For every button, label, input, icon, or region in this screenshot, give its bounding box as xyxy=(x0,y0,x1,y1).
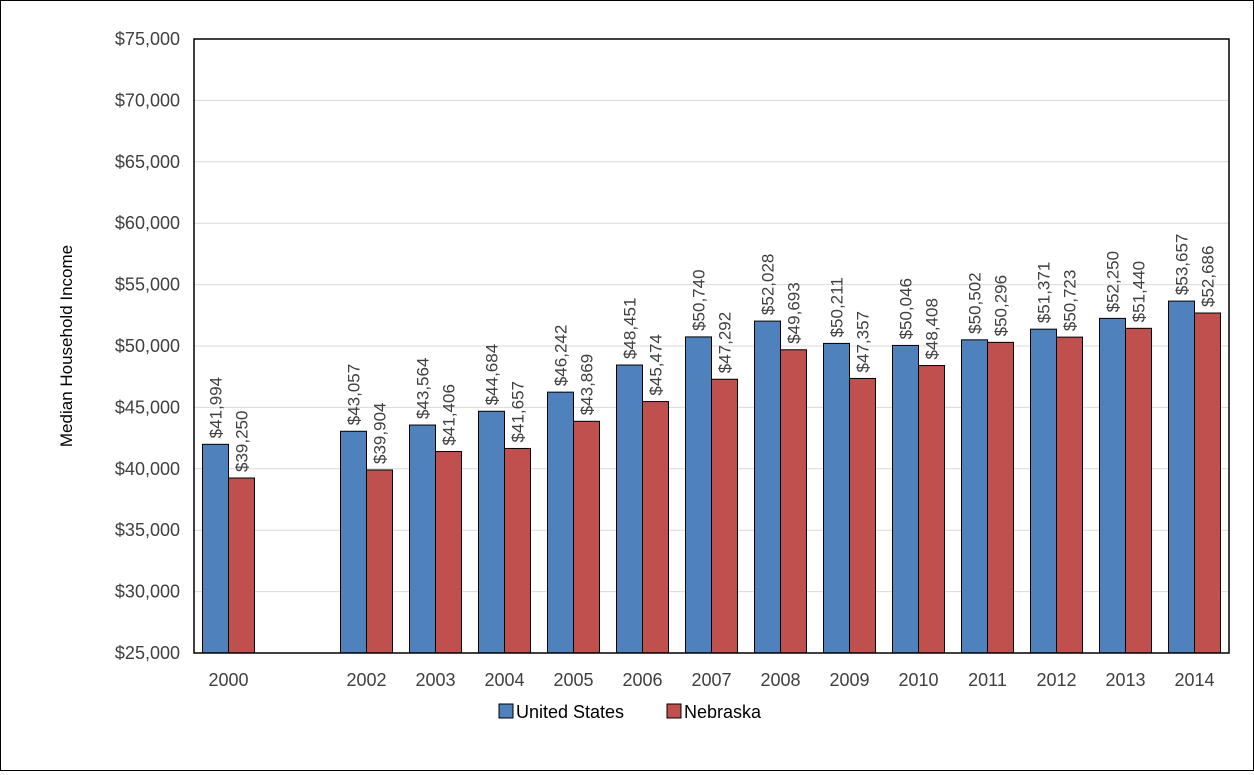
nebraska-data-label: $41,657 xyxy=(509,381,528,442)
y-tick-label: $75,000 xyxy=(115,29,180,49)
data-labels: $41,994 $39,250 $43,057 $39,904 $43,564 $41,4… xyxy=(207,234,1218,472)
nebraska-data-label: $41,406 xyxy=(440,384,459,445)
y-tick-label: $40,000 xyxy=(115,459,180,479)
nebraska-bar xyxy=(1125,327,1152,654)
nebraska-data-label: $45,474 xyxy=(647,334,666,395)
us-bar xyxy=(616,364,643,654)
x-tick-label: 2004 xyxy=(484,670,524,690)
us-bar xyxy=(685,336,712,654)
y-tick-label: $60,000 xyxy=(115,213,180,233)
nebraska-data-label: $51,440 xyxy=(1130,261,1149,322)
us-bar xyxy=(754,320,781,654)
us-data-label: $46,242 xyxy=(552,325,571,386)
x-tick-label: 2006 xyxy=(622,670,662,690)
us-data-label: $50,046 xyxy=(897,278,916,339)
us-bar xyxy=(1030,328,1057,654)
y-tick-label: $45,000 xyxy=(115,397,180,417)
nebraska-data-label: $48,408 xyxy=(923,298,942,359)
nebraska-data-label: $49,693 xyxy=(785,282,804,343)
y-tick-label: $30,000 xyxy=(115,582,180,602)
nebraska-bar xyxy=(573,420,600,654)
x-axis-ticks: 2000 2002 2003 2004 2005 2006 2007 2008 2009 2010… xyxy=(208,670,1214,690)
us-data-label: $50,740 xyxy=(690,269,709,330)
x-tick-label: 2009 xyxy=(829,670,869,690)
us-data-label: $51,371 xyxy=(1035,262,1054,323)
y-tick-label: $55,000 xyxy=(115,275,180,295)
x-tick-label: 2008 xyxy=(760,670,800,690)
y-tick-label: $65,000 xyxy=(115,152,180,172)
legend-swatch-nebraska xyxy=(666,703,682,719)
x-tick-label: 2005 xyxy=(553,670,593,690)
us-bar xyxy=(340,430,367,654)
us-bar xyxy=(1099,317,1126,654)
y-tick-label: $70,000 xyxy=(115,90,180,110)
us-data-label: $43,057 xyxy=(345,364,364,425)
nebraska-bar xyxy=(780,349,807,654)
nebraska-bar xyxy=(228,477,255,654)
x-tick-label: 2003 xyxy=(415,670,455,690)
us-bar xyxy=(1168,300,1195,654)
us-data-label: $52,028 xyxy=(759,254,778,315)
nebraska-bar xyxy=(918,365,945,654)
nebraska-bar xyxy=(366,469,393,654)
nebraska-bar xyxy=(849,377,876,654)
us-bar xyxy=(202,443,229,654)
us-bar xyxy=(892,344,919,654)
us-bar xyxy=(823,342,850,654)
y-tick-label: $25,000 xyxy=(115,643,180,663)
x-tick-label: 2000 xyxy=(208,670,248,690)
x-tick-label: 2013 xyxy=(1105,670,1145,690)
x-tick-label: 2002 xyxy=(346,670,386,690)
nebraska-bar xyxy=(504,447,531,654)
us-data-label: $43,564 xyxy=(414,358,433,419)
us-data-label: $41,994 xyxy=(207,377,226,438)
y-tick-label: $50,000 xyxy=(115,336,180,356)
legend-label-united-states: United States xyxy=(516,702,624,722)
plot-area-border xyxy=(193,38,1230,654)
x-tick-label: 2010 xyxy=(898,670,938,690)
legend-swatch-united-states xyxy=(498,703,514,719)
us-data-label: $50,211 xyxy=(828,277,847,337)
y-axis-title: Median Household Income xyxy=(57,245,76,447)
nebraska-data-label: $39,250 xyxy=(233,411,252,472)
us-bar xyxy=(961,339,988,654)
us-bar xyxy=(547,391,574,654)
us-data-label: $48,451 xyxy=(621,298,640,359)
nebraska-bar xyxy=(987,341,1014,654)
us-data-label: $53,657 xyxy=(1173,234,1192,295)
nebraska-bar xyxy=(711,378,738,654)
us-data-label: $50,502 xyxy=(966,272,985,333)
legend: United States Nebraska xyxy=(498,702,762,722)
us-data-label: $44,684 xyxy=(483,344,502,405)
nebraska-data-label: $47,292 xyxy=(716,312,735,373)
nebraska-bar xyxy=(642,401,669,654)
x-tick-label: 2011 xyxy=(968,670,1007,690)
x-tick-label: 2012 xyxy=(1036,670,1076,690)
x-tick-label: 2007 xyxy=(691,670,731,690)
x-tick-label: 2014 xyxy=(1174,670,1214,690)
us-bar xyxy=(478,410,505,654)
us-bar xyxy=(409,424,436,654)
nebraska-data-label: $47,357 xyxy=(854,311,873,372)
us-data-label: $52,250 xyxy=(1104,251,1123,312)
nebraska-data-label: $39,904 xyxy=(371,403,390,464)
y-axis-ticks: $25,000 $30,000 $35,000 $40,000 $45,000 $50,0… xyxy=(115,29,180,663)
nebraska-bar xyxy=(1194,312,1221,654)
y-tick-label: $35,000 xyxy=(115,520,180,540)
nebraska-data-label: $52,686 xyxy=(1199,246,1218,307)
nebraska-data-label: $43,869 xyxy=(578,354,597,415)
nebraska-data-label: $50,296 xyxy=(992,275,1011,336)
bars xyxy=(202,300,1221,654)
nebraska-bar xyxy=(435,451,462,654)
nebraska-bar xyxy=(1056,336,1083,654)
legend-label-nebraska: Nebraska xyxy=(684,702,762,722)
nebraska-data-label: $50,723 xyxy=(1061,270,1080,331)
